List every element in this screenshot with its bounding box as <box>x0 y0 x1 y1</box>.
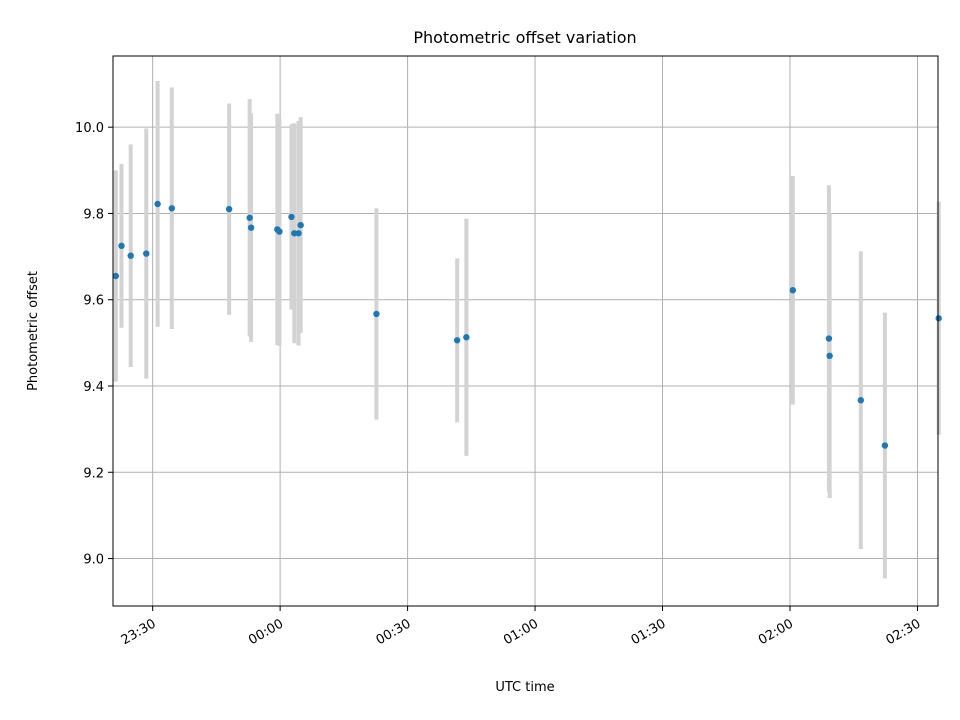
y-tick-label: 9.2 <box>83 466 104 481</box>
data-point <box>857 397 865 404</box>
data-point <box>463 334 470 341</box>
y-tick-label: 9.0 <box>83 553 104 568</box>
y-tick-label: 9.4 <box>83 380 104 395</box>
y-tick-label: 9.6 <box>83 294 104 309</box>
plot-frame <box>112 55 939 607</box>
data-point <box>127 252 134 259</box>
data-point <box>881 442 889 449</box>
y-axis-ticks: 9.0 9.2 9.4 9.6 9.8 10.0 <box>75 121 113 568</box>
data-point <box>826 352 833 360</box>
data-point <box>143 250 150 257</box>
chart-title: Photometric offset variation <box>413 28 636 47</box>
data-point <box>225 205 233 213</box>
data-points <box>112 200 942 449</box>
data-point <box>246 214 253 221</box>
data-point <box>247 224 255 231</box>
data-point <box>453 337 461 344</box>
y-axis-label: Photometric offset <box>26 271 41 391</box>
data-point <box>297 221 304 229</box>
data-point <box>118 242 125 250</box>
y-tick-label: 9.8 <box>83 207 104 222</box>
x-axis-label: UTC time <box>495 680 554 695</box>
data-point <box>112 272 120 280</box>
y-tick-label: 10.0 <box>75 121 104 136</box>
data-point <box>295 230 302 237</box>
data-point <box>373 310 380 318</box>
data-point <box>288 213 295 221</box>
data-point <box>168 205 175 212</box>
data-point <box>789 287 797 294</box>
data-point <box>154 200 161 208</box>
data-point <box>935 315 942 322</box>
data-point <box>276 228 283 235</box>
data-point <box>825 335 833 342</box>
